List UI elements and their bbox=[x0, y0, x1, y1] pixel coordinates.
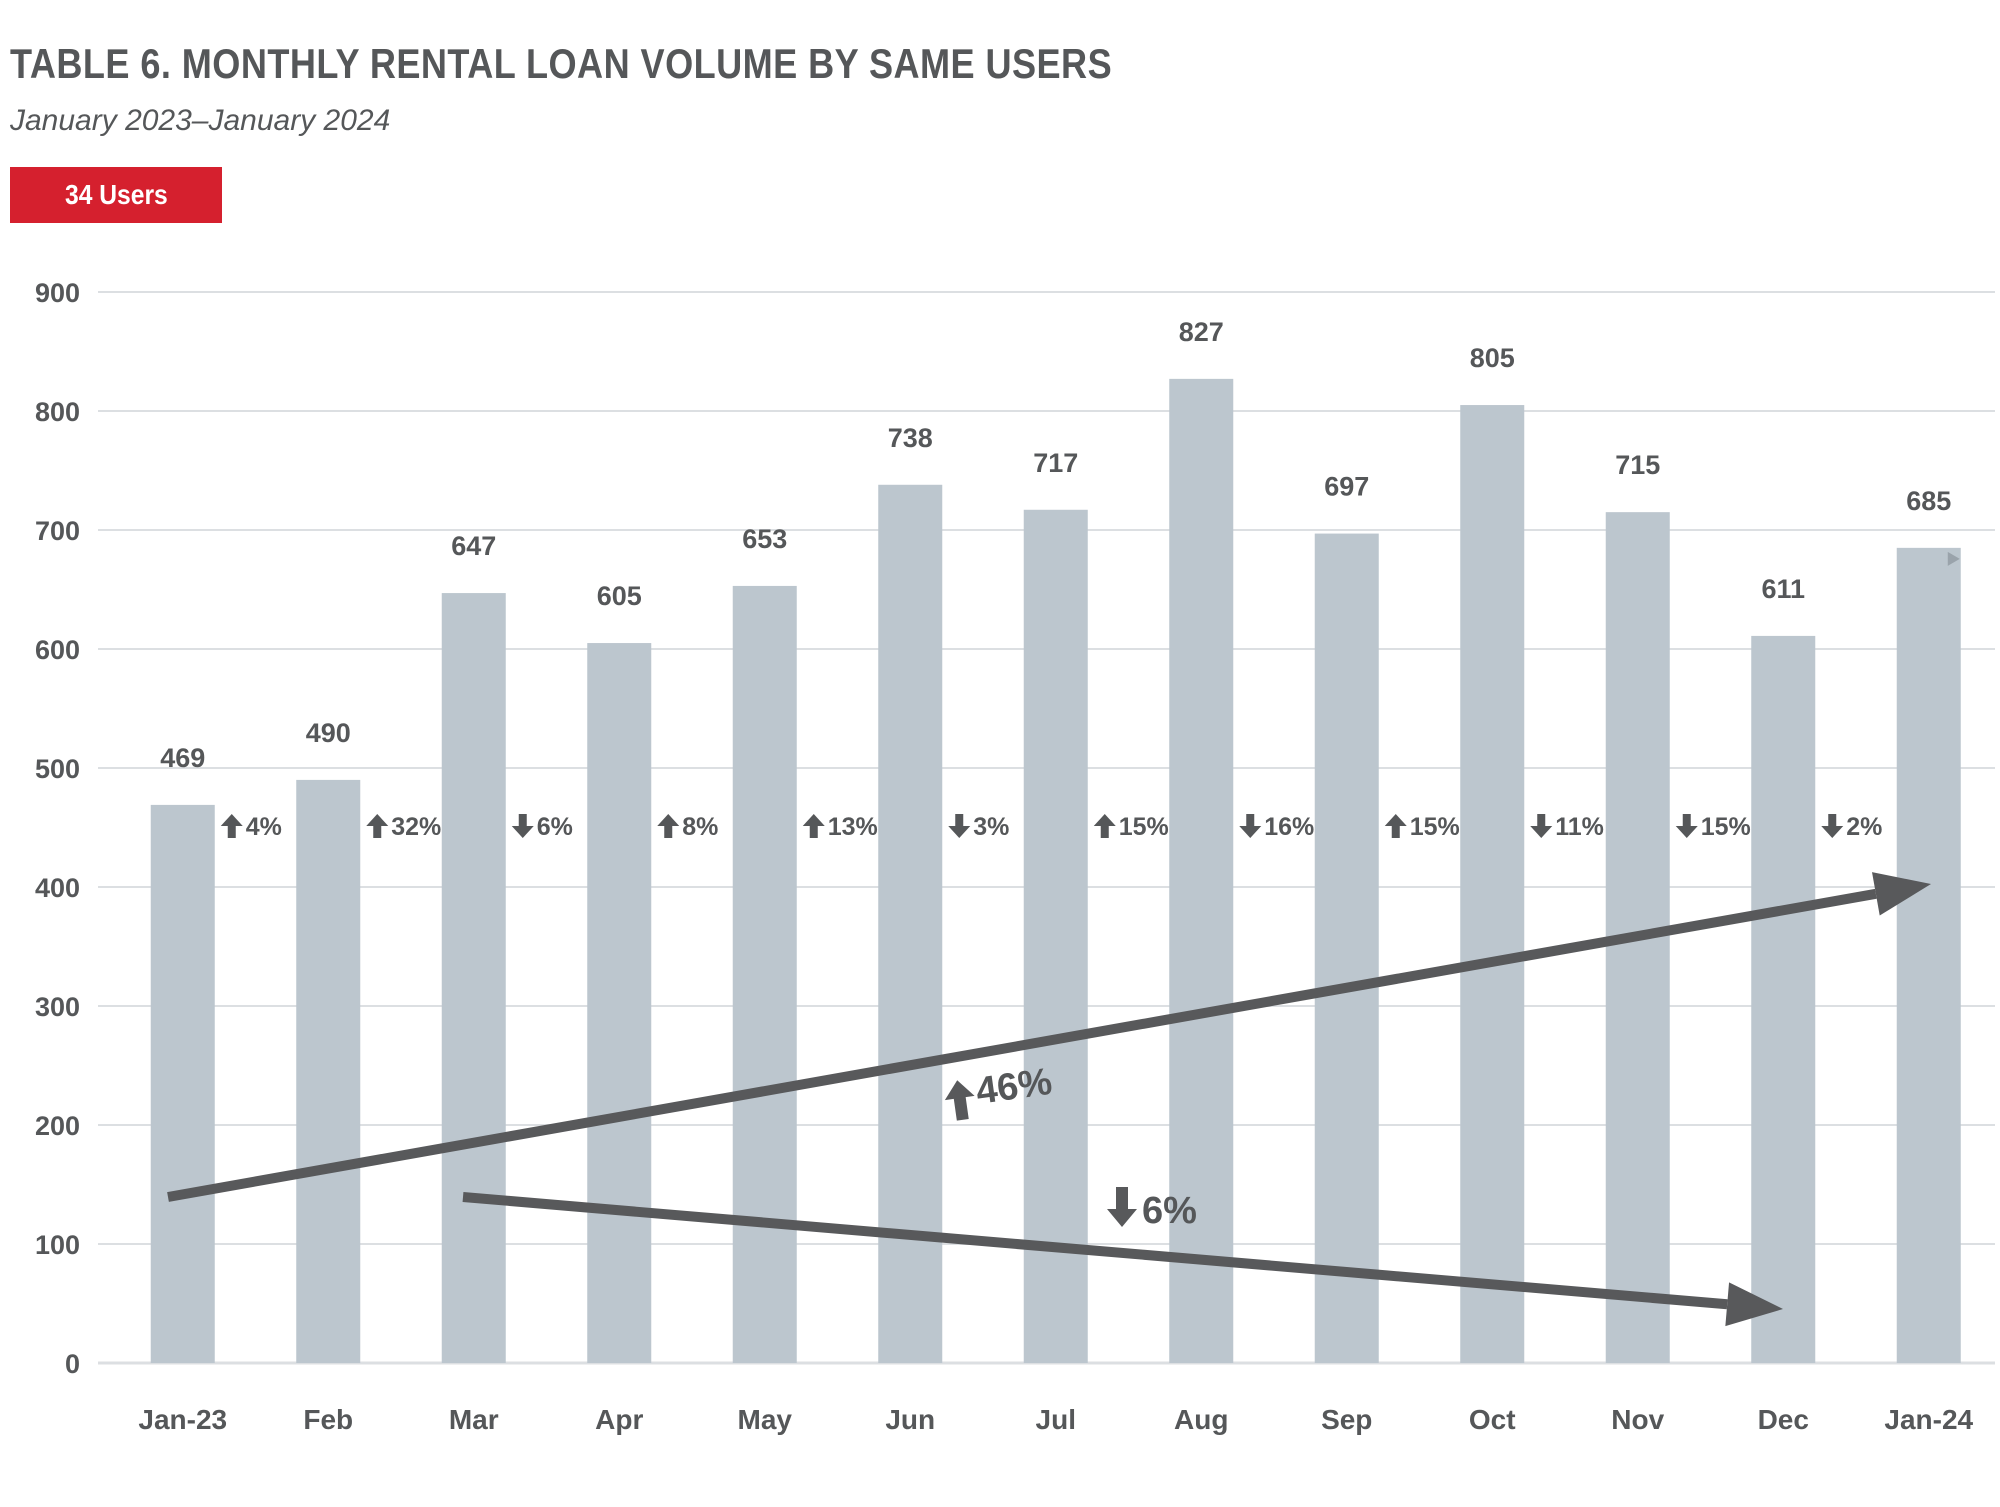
y-tick-label: 800 bbox=[35, 397, 80, 427]
bar bbox=[1460, 405, 1525, 1363]
down-arrow-icon bbox=[1530, 814, 1553, 838]
y-tick-label: 400 bbox=[35, 873, 80, 903]
chart-subtitle: January 2023–January 2024 bbox=[10, 104, 391, 137]
data-label: 805 bbox=[1470, 343, 1515, 373]
bar bbox=[441, 593, 506, 1363]
data-labels: 469 490 647 605 653 738 717 827 697 805 715 611 685 bbox=[160, 317, 1951, 773]
users-badge: 34 Users bbox=[10, 167, 222, 223]
y-tick-label: 0 bbox=[65, 1349, 80, 1379]
month-change-label: 15% bbox=[1410, 813, 1460, 841]
data-label: 717 bbox=[1033, 448, 1078, 478]
month-change-label: 6% bbox=[537, 813, 573, 841]
bars bbox=[150, 378, 1961, 1363]
trend-up-arrow-line bbox=[167, 888, 1877, 1202]
x-tick-label: Dec bbox=[1758, 1404, 1809, 1435]
y-tick-label: 600 bbox=[35, 635, 80, 665]
trend-up-label: 46% bbox=[973, 1061, 1054, 1113]
data-label: 490 bbox=[306, 718, 351, 748]
data-label: 605 bbox=[597, 581, 642, 611]
x-tick-label: Jul bbox=[1036, 1404, 1076, 1435]
trend-arrows: 46% 6% bbox=[167, 872, 1931, 1327]
month-change-label: 3% bbox=[973, 813, 1009, 841]
up-arrow-icon bbox=[1384, 814, 1407, 838]
x-axis-ticks: Jan-23 Feb Mar Apr May Jun Jul Aug Sep Oct Nov Dec J… bbox=[138, 1404, 1973, 1435]
trend-down-arrow-line bbox=[462, 1192, 1728, 1310]
x-tick-label: Jan-24 bbox=[1884, 1404, 1973, 1435]
month-change-label: 15% bbox=[1119, 813, 1169, 841]
data-label: 653 bbox=[742, 524, 787, 554]
x-tick-label: Oct bbox=[1469, 1404, 1516, 1435]
trend-down-label: 6% bbox=[1142, 1190, 1197, 1232]
y-tick-label: 500 bbox=[35, 754, 80, 784]
month-change-label: 2% bbox=[1846, 813, 1882, 841]
y-tick-label: 900 bbox=[35, 278, 80, 308]
month-change-label: 11% bbox=[1555, 813, 1604, 841]
down-arrow-icon bbox=[511, 814, 534, 838]
users-badge-label: 34 Users bbox=[64, 179, 168, 210]
bar bbox=[1023, 509, 1088, 1363]
month-change-label: 15% bbox=[1701, 813, 1751, 841]
trend-down-icon bbox=[1107, 1187, 1137, 1227]
x-tick-label: Mar bbox=[449, 1404, 499, 1435]
bar bbox=[1751, 635, 1816, 1363]
bar bbox=[1896, 547, 1961, 1363]
trend-up-icon bbox=[944, 1080, 975, 1121]
up-arrow-icon bbox=[657, 814, 680, 838]
month-change-label: 13% bbox=[828, 813, 878, 841]
x-tick-label: Sep bbox=[1321, 1404, 1372, 1435]
down-arrow-icon bbox=[1675, 814, 1698, 838]
data-label: 697 bbox=[1324, 472, 1369, 502]
bar bbox=[732, 585, 797, 1363]
data-label: 611 bbox=[1761, 574, 1805, 604]
month-change-label: 32% bbox=[391, 813, 441, 841]
y-tick-label: 200 bbox=[35, 1111, 80, 1141]
down-arrow-icon bbox=[1239, 814, 1262, 838]
data-label: 827 bbox=[1179, 317, 1224, 347]
bar bbox=[1169, 378, 1234, 1363]
x-tick-label: Aug bbox=[1174, 1404, 1228, 1435]
up-arrow-icon bbox=[220, 814, 243, 838]
data-label: 738 bbox=[888, 423, 933, 453]
x-tick-label: Apr bbox=[595, 1404, 643, 1435]
chart-title: TABLE 6. MONTHLY RENTAL LOAN VOLUME BY S… bbox=[10, 40, 1113, 87]
x-tick-label: Feb bbox=[303, 1404, 353, 1435]
trend-down-arrow-head-icon bbox=[1725, 1282, 1783, 1327]
bar bbox=[150, 804, 215, 1363]
data-label: 647 bbox=[451, 531, 496, 561]
data-label: 685 bbox=[1906, 486, 1951, 516]
up-arrow-icon bbox=[1093, 814, 1116, 838]
trend-up-arrow-head-icon bbox=[1872, 872, 1931, 916]
end-marker bbox=[1947, 551, 1960, 566]
y-tick-label: 700 bbox=[35, 516, 80, 546]
x-tick-label: Nov bbox=[1611, 1404, 1664, 1435]
x-tick-label: Jan-23 bbox=[138, 1404, 227, 1435]
month-change-labels: 4% 32% 6% 8% 13% 3% 15% 16% 15% 11% 15% 2% bbox=[220, 813, 1882, 841]
month-change-label: 16% bbox=[1264, 813, 1314, 841]
bar bbox=[1314, 533, 1379, 1363]
month-change-label: 8% bbox=[682, 813, 718, 841]
y-tick-label: 100 bbox=[35, 1230, 80, 1260]
up-arrow-icon bbox=[366, 814, 389, 838]
down-arrow-icon bbox=[948, 814, 971, 838]
bar bbox=[296, 779, 361, 1363]
down-arrow-icon bbox=[1821, 814, 1844, 838]
data-label: 469 bbox=[160, 743, 205, 773]
x-tick-label: May bbox=[738, 1404, 793, 1435]
bar bbox=[587, 643, 652, 1363]
y-tick-label: 300 bbox=[35, 992, 80, 1022]
x-tick-label: Jun bbox=[885, 1404, 935, 1435]
bar bbox=[878, 484, 943, 1363]
up-arrow-icon bbox=[802, 814, 825, 838]
month-change-label: 4% bbox=[246, 813, 282, 841]
data-label: 715 bbox=[1615, 450, 1660, 480]
y-axis-ticks: 0 100 200 300 400 500 600 700 800 900 bbox=[35, 278, 80, 1379]
